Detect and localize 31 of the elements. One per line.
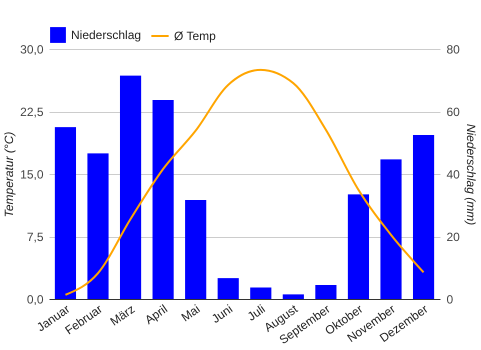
y-tick-label: 22,5 [20, 105, 44, 119]
x-tick-label: Juli [244, 302, 268, 324]
y2-tick-label: 80 [446, 42, 460, 56]
bar [380, 159, 402, 299]
x-tick-label: März [108, 302, 138, 329]
y2-tick-label: 0 [446, 292, 454, 306]
x-tick-label: Mai [178, 302, 203, 324]
bar [218, 278, 239, 299]
bar [54, 127, 76, 299]
bar [87, 153, 109, 299]
bar [315, 284, 336, 299]
y2-axis-title: Niederschlag (mm) [464, 124, 478, 226]
y-tick-label: 15,0 [20, 168, 44, 182]
bar [185, 200, 206, 299]
y-tick-label: 7,5 [26, 230, 44, 244]
bar [152, 100, 174, 299]
y2-tick-label: 20 [446, 230, 460, 244]
y-axis-title: Temperatur (°C) [2, 132, 16, 218]
bar [250, 287, 272, 299]
line-series [64, 68, 425, 296]
bar [348, 194, 370, 299]
y-tick-label: 30,0 [20, 42, 44, 56]
bar [120, 76, 142, 299]
y2-tick-label: 40 [446, 168, 460, 182]
legend-label: Niederschlag [71, 28, 142, 42]
x-tick-label: Juni [209, 302, 236, 326]
y2-tick-label: 60 [446, 105, 460, 119]
bar [282, 294, 304, 299]
legend-label: Ø Temp [174, 29, 216, 43]
bar [412, 134, 434, 299]
y-tick-label: 0,0 [26, 292, 44, 306]
